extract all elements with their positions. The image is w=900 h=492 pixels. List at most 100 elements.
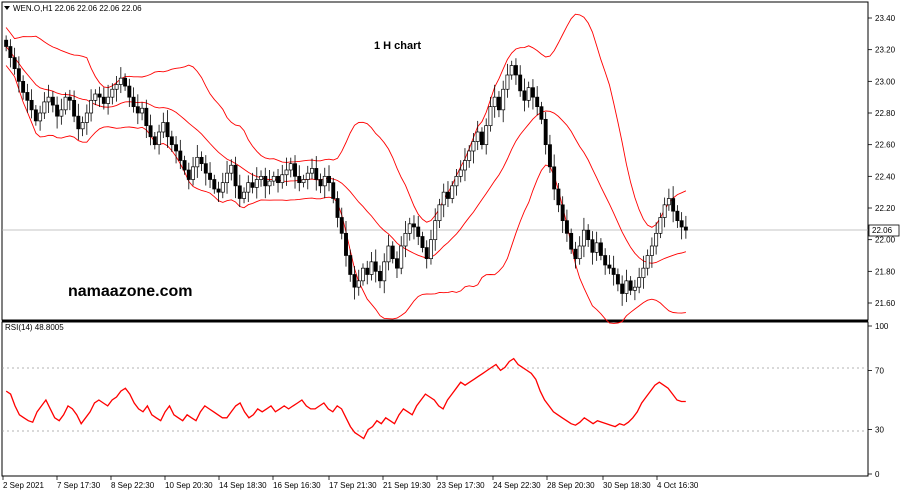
candle — [666, 188, 671, 211]
candle-body — [475, 131, 480, 142]
time-tick-label: 23 Sep 17:30 — [437, 481, 485, 490]
candle-body — [195, 156, 200, 168]
candle-body — [63, 96, 68, 111]
candle — [305, 165, 310, 190]
candle-body — [152, 136, 157, 146]
candle — [586, 224, 591, 247]
candle — [369, 252, 374, 281]
candle — [89, 89, 94, 122]
candle-body — [182, 160, 187, 171]
candle-body — [178, 150, 183, 161]
candle-body — [76, 115, 81, 130]
candle — [169, 130, 174, 152]
time-tick-label: 4 Oct 16:30 — [657, 481, 699, 490]
candle-body — [666, 198, 671, 206]
candle-body — [679, 220, 684, 228]
candle — [543, 112, 548, 155]
candle — [191, 157, 196, 186]
candle-body — [505, 74, 510, 90]
candle — [356, 269, 361, 296]
candle-body — [450, 185, 455, 199]
candle — [127, 78, 132, 107]
candle — [501, 80, 506, 123]
candle-body — [220, 182, 225, 193]
candle — [33, 105, 38, 126]
candle — [424, 240, 429, 269]
candle — [55, 96, 60, 129]
price-tick-label: 23.40 — [875, 14, 896, 23]
candle-body — [424, 247, 429, 260]
candle — [446, 181, 450, 208]
candle-body — [471, 141, 476, 152]
candle — [76, 103, 81, 140]
time-tick-label: 14 Sep 18:30 — [219, 481, 267, 490]
candle — [331, 177, 336, 204]
rsi-panel-frame — [1, 321, 869, 477]
price-axis: 23.40 23.20 23.00 22.80 22.60 22.40 22.20 22.00… — [868, 14, 896, 308]
triangle-down-icon[interactable] — [4, 6, 10, 10]
price-tick-label: 22.60 — [875, 141, 896, 150]
candle-body — [543, 118, 548, 146]
rsi-tick-label: 30 — [875, 426, 884, 435]
candle — [683, 215, 688, 239]
candle — [632, 279, 637, 301]
time-tick-label: 2 Sep 2021 — [3, 481, 44, 490]
candle-body — [658, 217, 663, 234]
candle-body — [607, 264, 612, 269]
candle-body — [8, 46, 13, 58]
candle-body — [318, 179, 323, 187]
candle-body — [106, 96, 111, 104]
candle-body — [577, 245, 582, 260]
rsi-tick-label: 0 — [875, 470, 880, 479]
candle — [530, 79, 535, 110]
candle — [399, 236, 404, 275]
candle — [199, 151, 204, 171]
candle-body — [259, 175, 263, 180]
candle-body — [314, 168, 319, 180]
candle-body — [55, 104, 60, 117]
candle — [611, 255, 616, 286]
candle-body — [157, 131, 162, 146]
candle-body — [454, 175, 459, 187]
candle-body — [110, 88, 115, 98]
current-price-label: 22.06 — [872, 226, 893, 235]
candle-body — [675, 210, 680, 222]
candle — [361, 263, 365, 286]
candle-body — [386, 245, 391, 263]
candle-body — [46, 96, 51, 103]
candle-body — [335, 198, 340, 218]
time-tick-label: 7 Sep 17:30 — [57, 481, 101, 490]
candle — [301, 174, 306, 188]
candle-body — [237, 185, 242, 199]
candle — [348, 249, 353, 282]
candle-body — [369, 261, 374, 275]
time-tick-label: 16 Sep 16:30 — [273, 481, 321, 490]
candle-body — [641, 267, 646, 279]
time-tick-label: 17 Sep 21:30 — [329, 481, 377, 490]
candle — [178, 139, 183, 170]
candle-body — [437, 204, 442, 222]
candle — [624, 269, 629, 303]
candle — [488, 96, 493, 132]
candle-body — [467, 150, 472, 161]
candle — [327, 165, 331, 192]
candle — [288, 157, 293, 178]
candle-body — [233, 164, 238, 187]
symbol-label: WEN.O,H1 22.06 22.06 22.06 22.06 — [13, 4, 142, 13]
rsi-series — [5, 357, 686, 440]
price-tick-label: 23.20 — [875, 46, 896, 55]
candle — [590, 231, 595, 265]
candle — [475, 120, 480, 151]
candle — [203, 155, 208, 186]
candle-body — [284, 169, 289, 176]
candle — [16, 56, 21, 93]
candle — [641, 255, 646, 289]
candle-body — [352, 274, 357, 288]
candle-body — [148, 125, 153, 138]
candle-body — [632, 286, 637, 291]
candle — [165, 110, 170, 148]
candle-body — [382, 261, 387, 282]
price-tick-label: 22.20 — [875, 204, 896, 213]
candle — [416, 215, 421, 246]
